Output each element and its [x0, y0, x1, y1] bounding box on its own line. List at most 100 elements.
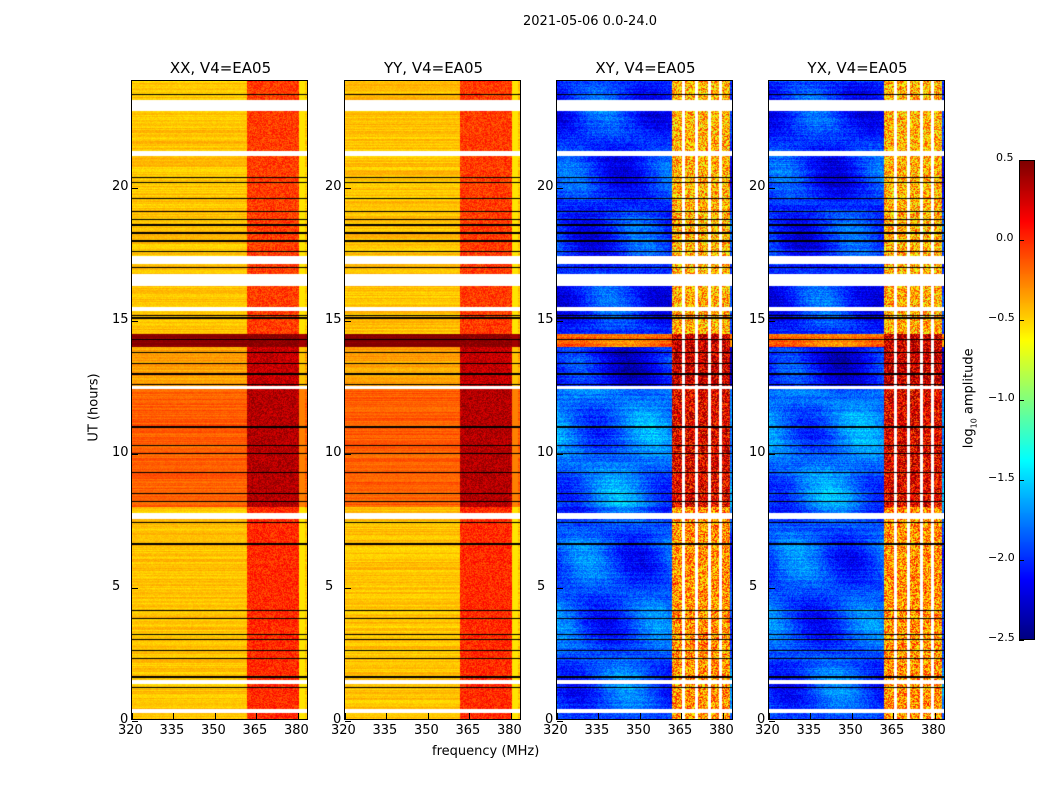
y-tick-mark: [132, 187, 138, 189]
y-tick-label: 15: [537, 312, 554, 327]
panel-title: XY, V4=EA05: [595, 59, 696, 77]
y-tick-mark: [557, 187, 563, 189]
y-tick-mark: [769, 721, 775, 722]
x-tick-label: 335: [796, 723, 822, 738]
x-tick-mark: [345, 713, 346, 719]
x-tick-label: 350: [625, 723, 651, 738]
y-tick-label: 0: [757, 712, 766, 727]
x-tick-mark: [810, 713, 812, 719]
y-tick-label: 10: [749, 445, 766, 461]
y-tick-label: 5: [537, 578, 546, 594]
x-tick-label: 365: [242, 723, 268, 738]
x-tick-label: 320: [755, 723, 780, 738]
y-tick-mark: [345, 187, 351, 189]
x-tick-mark: [722, 713, 724, 719]
x-tick-mark: [681, 713, 683, 719]
x-tick-label: 335: [372, 723, 398, 738]
x-tick-mark: [427, 713, 429, 719]
colorbar-tick-label: −2.5: [988, 631, 1015, 644]
x-tick-label: 335: [584, 723, 610, 738]
x-tick-label: 350: [837, 723, 863, 738]
x-axis-label: frequency (MHz): [432, 744, 540, 759]
colorbar-label: log10 amplitude: [962, 338, 979, 458]
y-tick-label: 20: [537, 178, 554, 194]
y-tick-label: 15: [112, 312, 129, 327]
y-tick-mark: [557, 454, 563, 456]
colorbar-label-sub: 10: [969, 418, 979, 429]
y-tick-mark: [769, 187, 775, 189]
spectrogram-image: [769, 81, 944, 719]
y-tick-mark: [769, 454, 775, 456]
x-tick-mark: [386, 713, 388, 719]
y-tick-mark: [132, 454, 138, 456]
panel-xy: XY, V4=EA05 320 335 350 365 380 0 5 10 15 20: [537, 59, 734, 738]
y-tick-label: 15: [325, 312, 342, 327]
colorbar-tick-label: −1.0: [988, 391, 1015, 404]
x-tick-mark: [297, 713, 299, 719]
x-tick-label: 365: [667, 723, 693, 738]
y-tick-label: 20: [325, 178, 342, 194]
colorbar-tick-mark: [1019, 240, 1024, 241]
y-tick-label: 10: [112, 445, 129, 461]
y-tick-label: 0: [333, 712, 342, 727]
colorbar-tick-mark: [1019, 400, 1024, 401]
x-tick-label: 320: [543, 723, 568, 738]
y-tick-mark: [132, 321, 138, 322]
y-tick-mark: [132, 721, 138, 722]
colorbar-tick-mark: [1019, 320, 1024, 321]
y-tick-mark: [557, 721, 563, 722]
x-tick-mark: [851, 713, 853, 719]
y-tick-label: 20: [749, 178, 766, 194]
x-tick-label: 365: [455, 723, 481, 738]
y-axis-label: UT (hours): [86, 373, 102, 442]
x-tick-mark: [639, 713, 641, 719]
colorbar-tick-label: 0.5: [996, 151, 1014, 164]
colorbar-tick-label: −1.5: [988, 471, 1015, 484]
y-tick-mark: [557, 587, 563, 589]
x-tick-mark: [469, 713, 471, 719]
spectrogram-image: [345, 81, 520, 719]
x-tick-label: 380: [708, 723, 734, 738]
y-tick-label: 5: [112, 578, 121, 594]
y-tick-label: 0: [120, 712, 129, 727]
y-tick-mark: [345, 454, 351, 456]
panel-yx: YX, V4=EA05 320 335 350 365 380 0 5 10 15 20: [749, 59, 946, 738]
x-tick-mark: [214, 713, 216, 719]
panel-title: YX, V4=EA05: [807, 59, 908, 77]
colorbar-tick-mark: [1019, 480, 1024, 481]
colorbar-tick-mark: [1019, 160, 1024, 161]
colorbar-tick-label: −2.0: [988, 551, 1015, 564]
colorbar-label-rest: amplitude: [961, 348, 977, 419]
panel-title: XX, V4=EA05: [169, 59, 272, 77]
x-tick-label: 350: [413, 723, 439, 738]
y-tick-label: 15: [749, 312, 766, 327]
colorbar-gradient: [1020, 161, 1034, 639]
spectrogram-image: [557, 81, 732, 719]
y-tick-mark: [345, 721, 351, 722]
x-tick-label: 335: [159, 723, 185, 738]
y-tick-mark: [557, 321, 563, 322]
y-tick-label: 10: [325, 445, 342, 461]
y-tick-mark: [769, 321, 775, 322]
colorbar-tick-mark: [1019, 560, 1024, 561]
x-tick-mark: [557, 713, 558, 719]
colorbar-tick-label: −0.5: [988, 311, 1015, 324]
y-tick-mark: [345, 321, 351, 322]
x-tick-label: 320: [118, 723, 143, 738]
y-tick-mark: [769, 587, 775, 589]
spectrogram-image: [132, 81, 307, 719]
x-tick-label: 380: [920, 723, 946, 738]
x-tick-mark: [769, 713, 770, 719]
x-tick-label: 320: [331, 723, 356, 738]
x-tick-mark: [598, 713, 600, 719]
x-tick-label: 365: [879, 723, 905, 738]
x-tick-label: 380: [496, 723, 522, 738]
y-tick-label: 5: [325, 578, 334, 594]
figure-title: 2021-05-06 0.0-24.0: [523, 14, 657, 29]
y-tick-label: 5: [749, 578, 758, 594]
x-tick-mark: [256, 713, 258, 719]
colorbar-label-main: log: [961, 428, 977, 449]
y-tick-mark: [345, 587, 351, 589]
panel-yy: YY, V4=EA05 320 335 350 365 380 0 5 10 15 20: [325, 59, 522, 738]
x-tick-mark: [893, 713, 895, 719]
